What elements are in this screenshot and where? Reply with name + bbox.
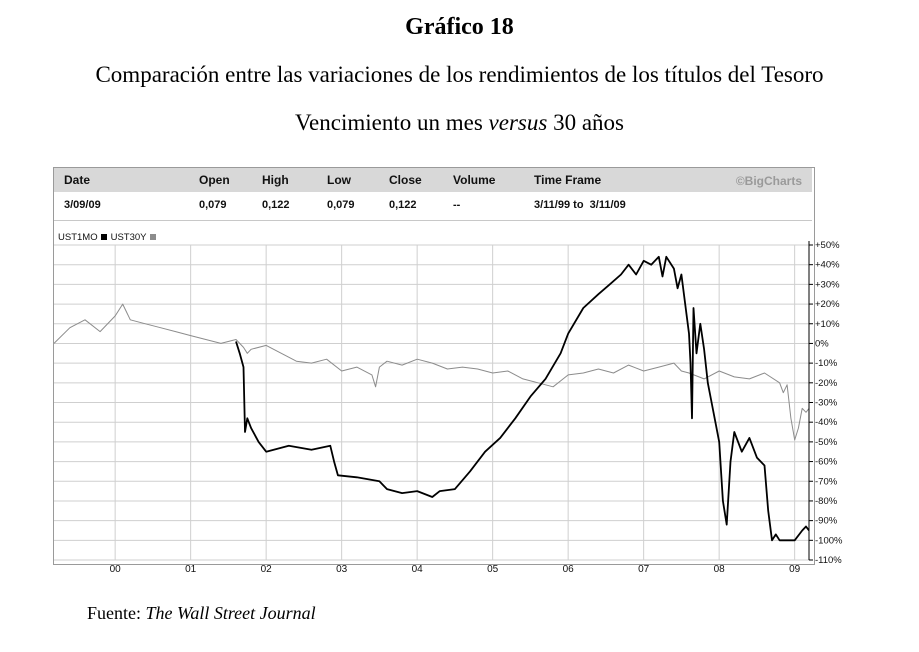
quote-header-time-frame: Time Frame [534,173,602,187]
y-tick-label: +20% [815,299,840,310]
quote-value-close: 0,122 [389,199,417,211]
y-tick-label: -20% [815,378,838,389]
y-tick-label: -90% [815,516,838,527]
y-tick-label: -70% [815,476,838,487]
y-tick-label: 0% [815,338,829,349]
quote-header-date: Date [64,173,91,187]
quote-header-open: Open [199,173,230,187]
chart-series [53,255,810,542]
y-tick-label: +30% [815,279,840,290]
x-tick-label: 00 [110,564,122,575]
quote-header-low: Low [327,173,351,187]
x-tick-label: 08 [714,564,726,575]
y-tick-label: +50% [815,240,840,251]
x-tick-label: 04 [412,564,424,575]
source-label: Fuente: [87,603,146,623]
quote-value-open: 0,079 [199,199,227,211]
quote-value-low: 0,079 [327,199,355,211]
source-name: The Wall Street Journal [145,603,316,623]
x-tick-label: 07 [638,564,650,575]
y-tick-label: -10% [815,358,838,369]
figure-title-line-1: Comparación entre las variaciones de los… [95,62,824,87]
quote-header-high: High [262,173,289,187]
figure-title-line-2: Vencimiento un mes versus 30 años [0,110,919,136]
x-tick-label: 05 [487,564,499,575]
figure-number: Gráfico 18 [405,14,514,40]
y-tick-label: -30% [815,398,838,409]
title-line-2-post: 30 años [547,110,624,135]
y-tick-label: -50% [815,437,838,448]
series-line-ust30y [53,303,810,441]
x-tick-label: 02 [261,564,273,575]
y-tick-label: -40% [815,417,838,428]
quote-value-volume: -- [453,199,461,211]
quote-box: Date Open High Low Close Volume Time Fra… [54,168,812,221]
x-tick-label: 03 [336,564,348,575]
y-tick-label: +10% [815,319,840,330]
title-line-2-pre: Vencimiento un mes [295,110,489,135]
x-tick-label: 06 [563,564,575,575]
title-line-2-emphasis: versus [488,110,548,135]
y-tick-label: -60% [815,457,838,468]
quote-header-bar [54,168,812,192]
x-tick-label: 01 [185,564,197,575]
line-chart: +50% +40% +30% +20% +10% 0% -10% -20% -30% -40% -5… [53,240,843,575]
y-tick-label: -80% [815,496,838,507]
quote-value-high: 0,122 [262,199,290,211]
chart-legend: UST1MO UST30Y [58,232,160,243]
quote-header-close: Close [389,173,422,187]
quote-value-date: 3/09/09 [64,199,101,211]
chart-grid [54,244,809,561]
chart-frame: Date Open High Low Close Volume Time Fra… [53,167,815,565]
legend-label-ust30y: UST30Y [110,232,147,243]
chart-axes: +50% +40% +30% +20% +10% 0% -10% -20% -30% -40% -5… [110,240,843,575]
bigcharts-brand: ©BigCharts [735,174,802,188]
y-tick-label: +40% [815,260,840,271]
series-line-ust1mo [235,255,810,542]
legend-swatch-ust30y [149,234,156,241]
quote-header-volume: Volume [453,173,496,187]
quote-value-time-frame: 3/11/99 to 3/11/09 [534,199,626,211]
x-tick-label: 09 [789,564,801,575]
y-tick-label: -110% [815,555,842,566]
figure-source: Fuente: The Wall Street Journal [87,603,316,624]
y-tick-label: -100% [815,535,843,546]
legend-label-ust1mo: UST1MO [58,232,98,243]
legend-swatch-ust1mo [100,234,107,241]
